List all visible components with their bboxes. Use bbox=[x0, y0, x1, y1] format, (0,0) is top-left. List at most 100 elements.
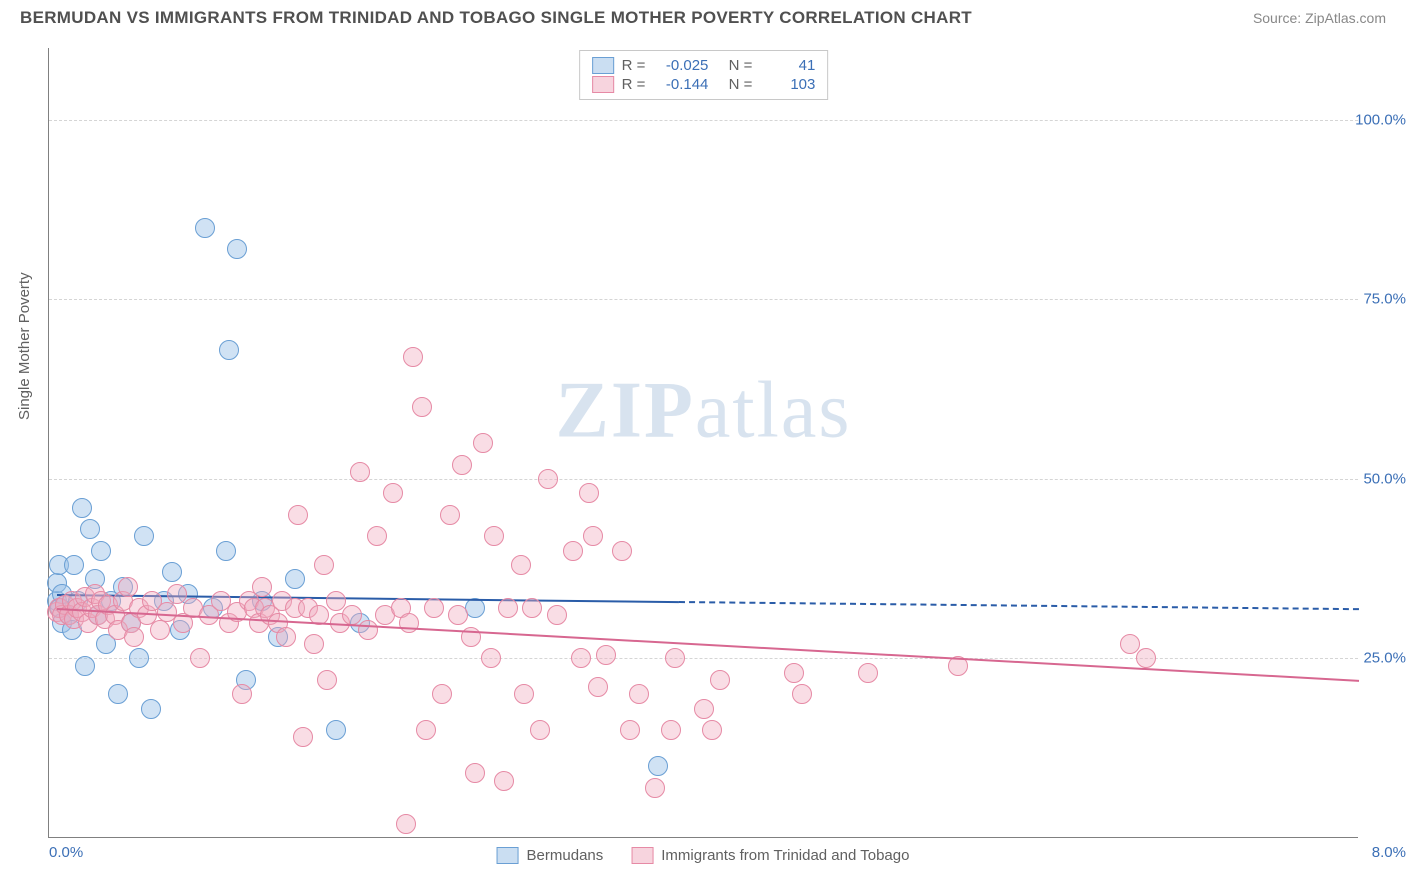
source-label: Source: ZipAtlas.com bbox=[1253, 10, 1386, 26]
swatch-pink-icon bbox=[631, 847, 653, 864]
trend-line bbox=[57, 608, 1359, 682]
data-point bbox=[440, 505, 460, 525]
stat-N-val-0: 41 bbox=[760, 57, 815, 74]
stat-N-label-1: N = bbox=[729, 76, 753, 93]
y-tick-label: 100.0% bbox=[1355, 111, 1406, 128]
data-point bbox=[484, 526, 504, 546]
stat-R-label: R = bbox=[622, 57, 646, 74]
trend-line bbox=[679, 601, 1359, 610]
data-point bbox=[350, 462, 370, 482]
data-point bbox=[276, 627, 296, 647]
data-point bbox=[167, 584, 187, 604]
grid-line bbox=[49, 479, 1358, 480]
data-point bbox=[358, 620, 378, 640]
legend-row-trinidad: R = -0.144 N = 103 bbox=[592, 75, 816, 94]
data-point bbox=[432, 684, 452, 704]
x-tick-label: 0.0% bbox=[49, 844, 83, 861]
data-point bbox=[383, 483, 403, 503]
data-point bbox=[326, 591, 346, 611]
data-point bbox=[219, 340, 239, 360]
legend-label-0: Bermudans bbox=[527, 847, 604, 864]
data-point bbox=[72, 498, 92, 518]
y-tick-label: 25.0% bbox=[1363, 650, 1406, 667]
data-point bbox=[710, 670, 730, 690]
data-point bbox=[134, 526, 154, 546]
data-point bbox=[412, 397, 432, 417]
data-point bbox=[481, 648, 501, 668]
data-point bbox=[702, 720, 722, 740]
data-point bbox=[190, 648, 210, 668]
data-point bbox=[588, 677, 608, 697]
data-point bbox=[583, 526, 603, 546]
data-point bbox=[465, 763, 485, 783]
grid-line bbox=[49, 299, 1358, 300]
data-point bbox=[342, 605, 362, 625]
grid-line bbox=[49, 658, 1358, 659]
data-point bbox=[620, 720, 640, 740]
chart-area: ZIPatlas R = -0.025 N = 41 R = -0.144 N … bbox=[48, 48, 1358, 838]
data-point bbox=[448, 605, 468, 625]
data-point bbox=[285, 569, 305, 589]
data-point bbox=[473, 433, 493, 453]
chart-title: BERMUDAN VS IMMIGRANTS FROM TRINIDAD AND… bbox=[20, 8, 972, 28]
watermark-zip: ZIP bbox=[556, 366, 695, 454]
data-point bbox=[494, 771, 514, 791]
data-point bbox=[141, 699, 161, 719]
data-point bbox=[216, 541, 236, 561]
chart-container: BERMUDAN VS IMMIGRANTS FROM TRINIDAD AND… bbox=[0, 0, 1406, 892]
data-point bbox=[530, 720, 550, 740]
stat-R-label-1: R = bbox=[622, 76, 646, 93]
data-point bbox=[596, 645, 616, 665]
data-point bbox=[538, 469, 558, 489]
data-point bbox=[314, 555, 334, 575]
data-point bbox=[571, 648, 591, 668]
data-point bbox=[1120, 634, 1140, 654]
data-point bbox=[792, 684, 812, 704]
swatch-blue bbox=[592, 57, 614, 74]
data-point bbox=[91, 541, 111, 561]
data-point bbox=[162, 562, 182, 582]
data-point bbox=[396, 814, 416, 834]
plot-region: ZIPatlas R = -0.025 N = 41 R = -0.144 N … bbox=[48, 48, 1358, 838]
data-point bbox=[124, 627, 144, 647]
data-point bbox=[75, 656, 95, 676]
series-legend: Bermudans Immigrants from Trinidad and T… bbox=[497, 847, 910, 864]
data-point bbox=[317, 670, 337, 690]
data-point bbox=[694, 699, 714, 719]
data-point bbox=[514, 684, 534, 704]
data-point bbox=[1136, 648, 1156, 668]
data-point bbox=[424, 598, 444, 618]
data-point bbox=[150, 620, 170, 640]
data-point bbox=[252, 577, 272, 597]
legend-label-1: Immigrants from Trinidad and Tobago bbox=[661, 847, 909, 864]
legend-item-bermudans: Bermudans bbox=[497, 847, 604, 864]
data-point bbox=[784, 663, 804, 683]
data-point bbox=[227, 239, 247, 259]
y-tick-label: 75.0% bbox=[1363, 291, 1406, 308]
y-axis-label: Single Mother Poverty bbox=[16, 272, 33, 420]
data-point bbox=[288, 505, 308, 525]
data-point bbox=[304, 634, 324, 654]
data-point bbox=[511, 555, 531, 575]
data-point bbox=[522, 598, 542, 618]
y-tick-label: 50.0% bbox=[1363, 470, 1406, 487]
watermark: ZIPatlas bbox=[556, 365, 852, 456]
legend-item-trinidad: Immigrants from Trinidad and Tobago bbox=[631, 847, 909, 864]
legend-row-bermudans: R = -0.025 N = 41 bbox=[592, 56, 816, 75]
data-point bbox=[367, 526, 387, 546]
data-point bbox=[129, 648, 149, 668]
grid-line bbox=[49, 120, 1358, 121]
stat-R-val-1: -0.144 bbox=[653, 76, 708, 93]
data-point bbox=[195, 218, 215, 238]
data-point bbox=[498, 598, 518, 618]
stat-N-val-1: 103 bbox=[760, 76, 815, 93]
data-point bbox=[416, 720, 436, 740]
data-point bbox=[858, 663, 878, 683]
data-point bbox=[547, 605, 567, 625]
stat-R-val-0: -0.025 bbox=[653, 57, 708, 74]
data-point bbox=[629, 684, 649, 704]
data-point bbox=[665, 648, 685, 668]
data-point bbox=[118, 577, 138, 597]
data-point bbox=[648, 756, 668, 776]
data-point bbox=[661, 720, 681, 740]
